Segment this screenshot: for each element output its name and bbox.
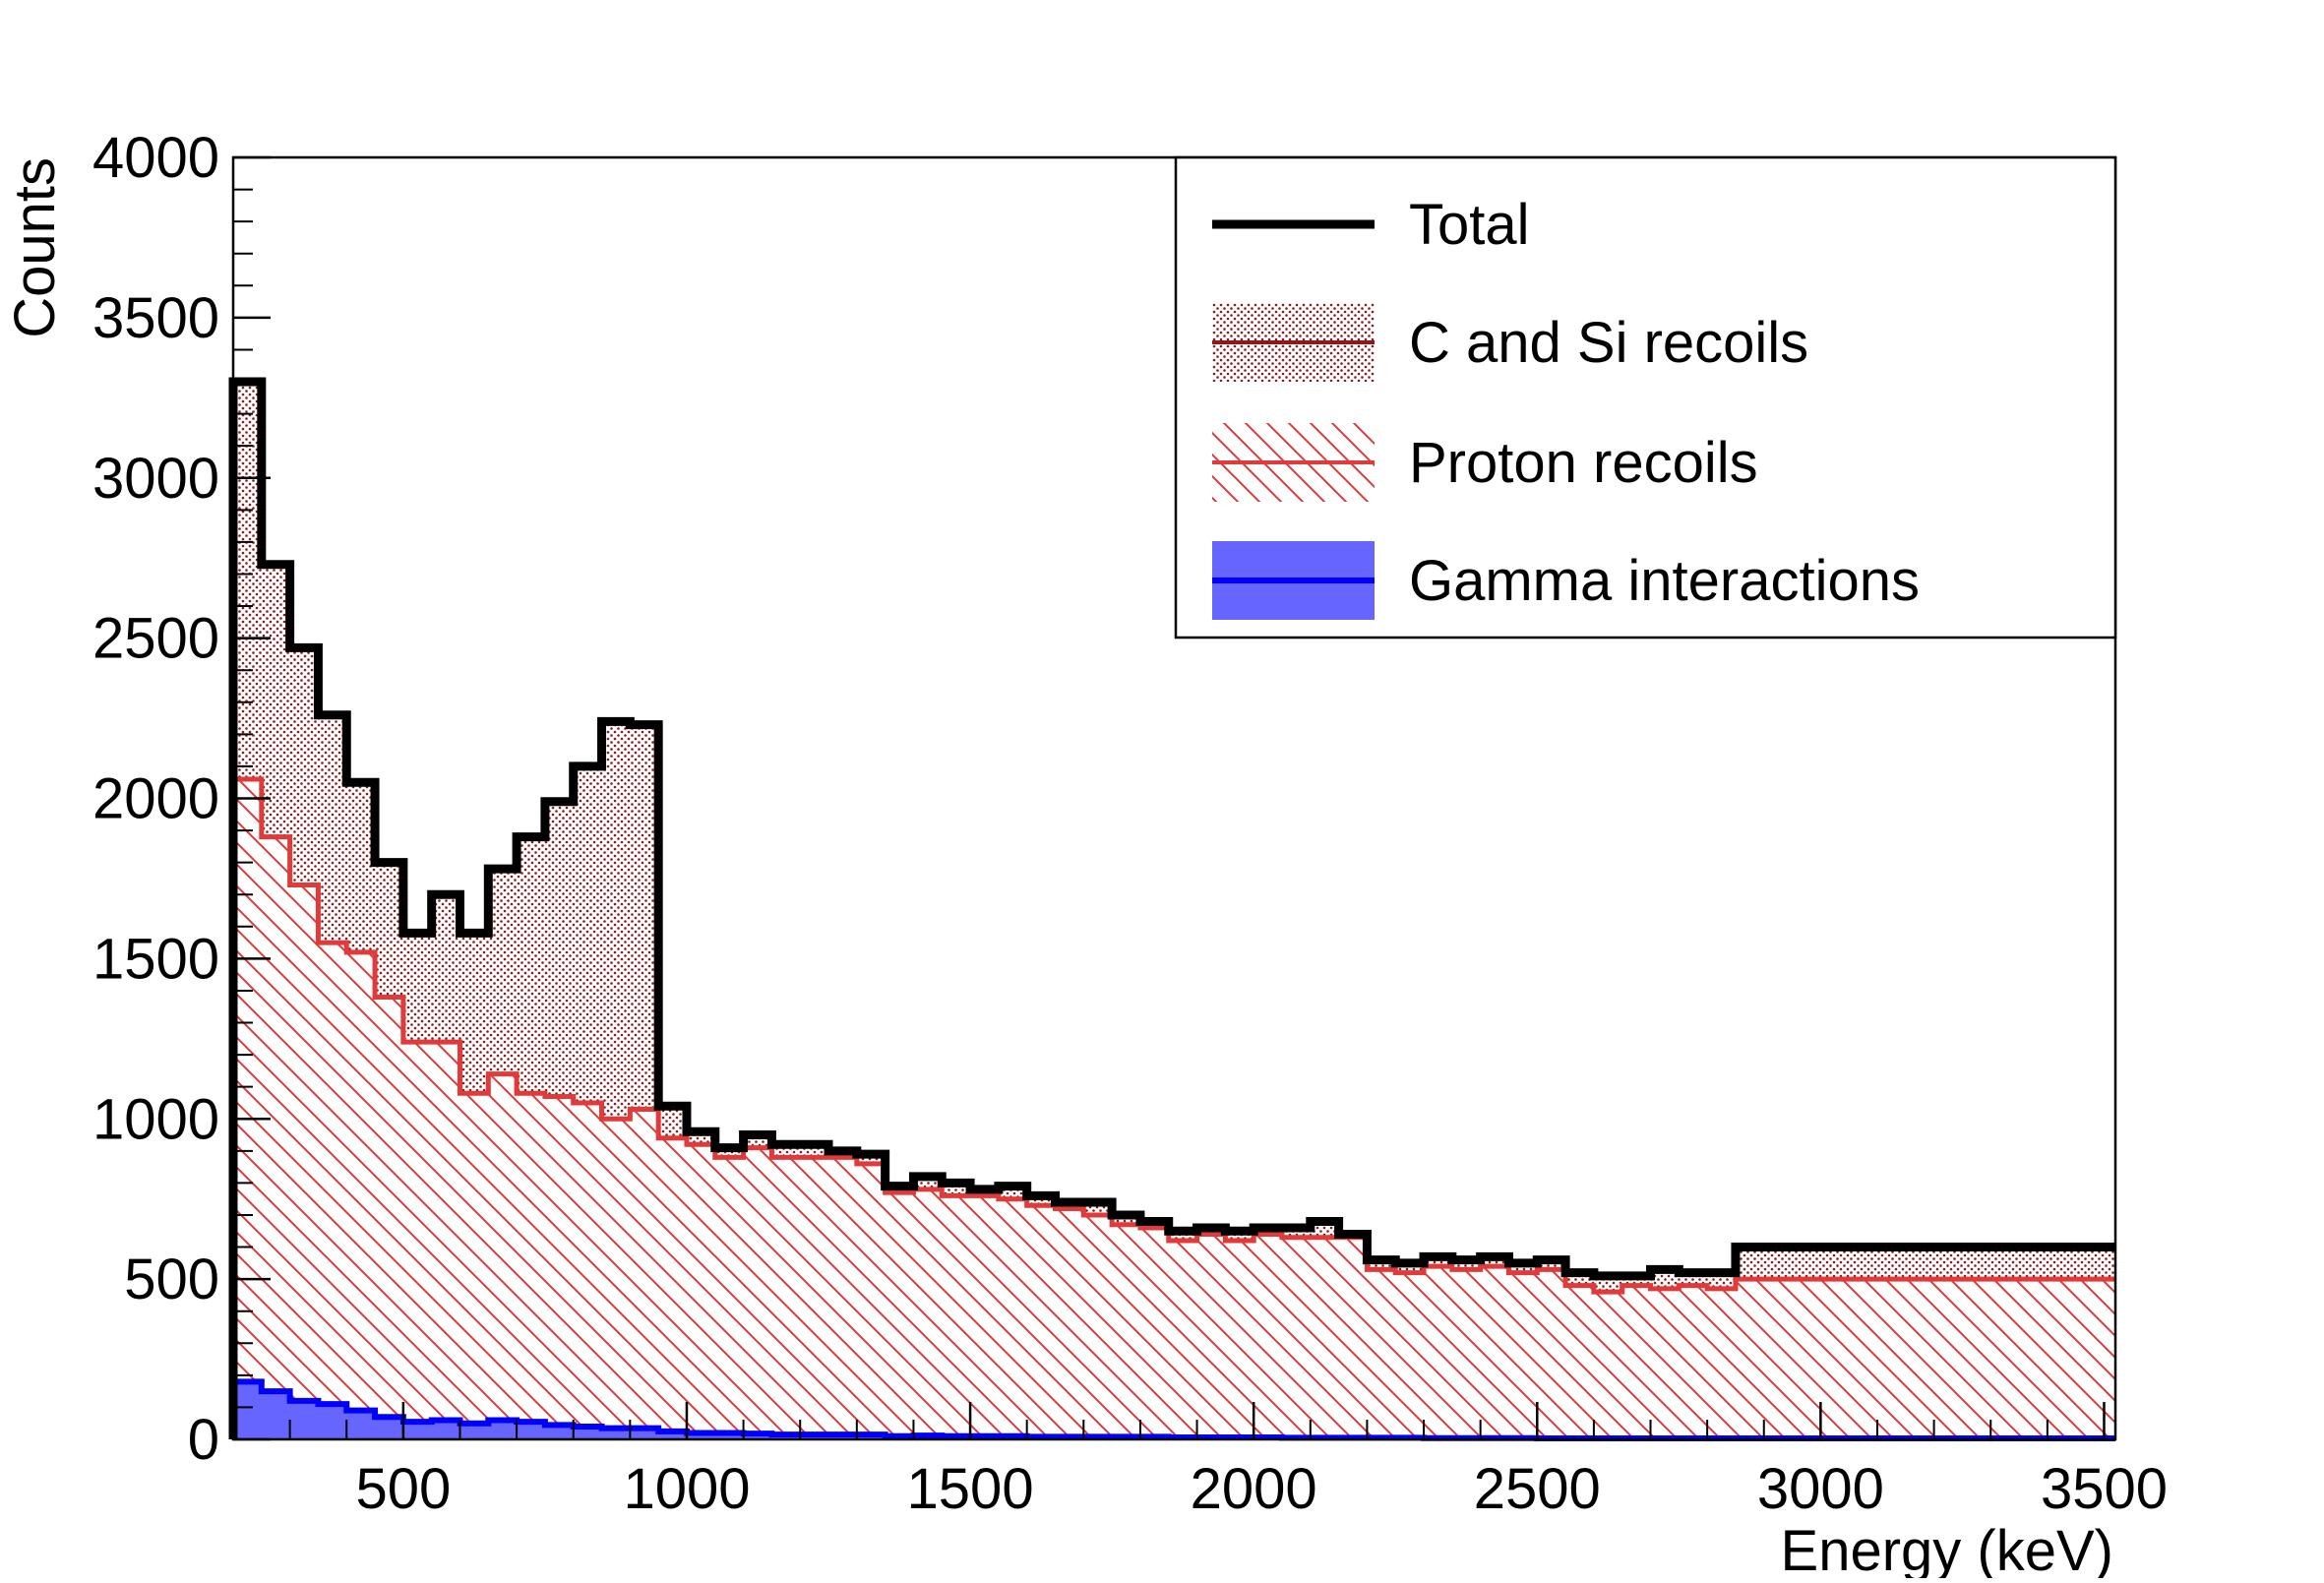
y-tick-label: 4000 [92,126,219,190]
axes-layer: 0 500 1000 1500 2000 2500 3000 3500 4000 500 1000 1… [92,126,2168,1521]
y-tick-label: 500 [124,1248,219,1311]
gamma-interactions-fill [233,1381,2115,1439]
y-tick-label: 2500 [92,607,219,671]
legend-label: Proton recoils [1409,431,1758,495]
x-tick-label: 2500 [1474,1457,1601,1521]
x-tick-label: 500 [355,1457,451,1521]
x-tick-label: 3000 [1757,1457,1884,1521]
legend-label: Gamma interactions [1409,549,1920,613]
x-axis-title: Energy (keV) [1781,1519,2113,1578]
legend: Total C and Si recoils Proton recoils Gamma… [1174,155,2117,639]
y-tick-label: 3000 [92,447,219,511]
y-tick-label: 3500 [92,286,219,350]
legend-entry-proton: Proton recoils [1212,423,1758,502]
legend-label: C and Si recoils [1409,311,1808,375]
legend-entry-c_si: C and Si recoils [1212,303,1808,382]
y-tick-label: 0 [188,1408,219,1472]
total-line [228,377,2115,1439]
x-tick-label: 1000 [623,1457,750,1521]
y-axis-title: Counts [3,157,67,338]
y-tick-label: 1500 [92,927,219,991]
legend-label: Total [1409,193,1530,257]
proton-recoils-line [230,776,2115,1439]
y-tick-label: 1000 [92,1087,219,1151]
x-tick-label: 1500 [907,1457,1034,1521]
x-tick-label: 3500 [2041,1457,2168,1521]
y-tick-label: 2000 [92,767,219,831]
series-layer [228,377,2115,1442]
legend-entry-total: Total [1212,193,1530,257]
legend-entry-gamma: Gamma interactions [1212,541,1920,620]
x-tick-label: 2000 [1191,1457,1317,1521]
proton-recoils-fill [233,778,2115,1439]
